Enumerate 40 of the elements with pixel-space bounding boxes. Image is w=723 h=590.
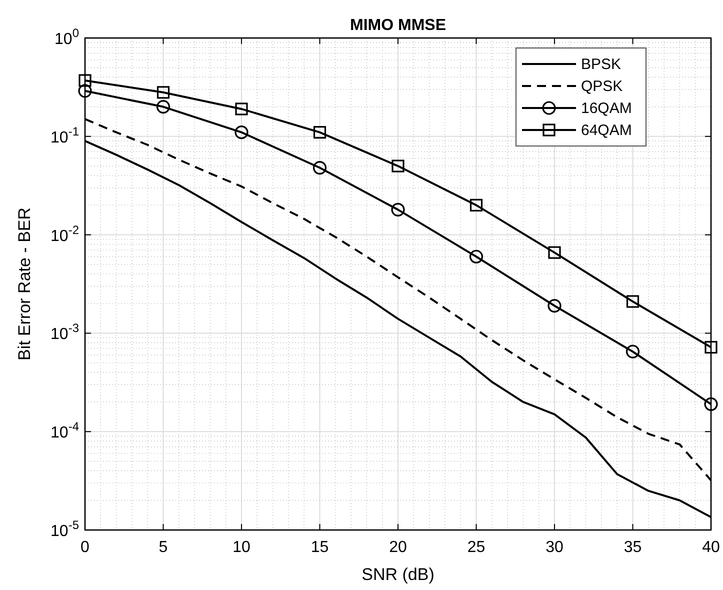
point	[704, 397, 718, 411]
y-tick-label: 10$^{-5}$	[50, 518, 80, 540]
point	[312, 160, 327, 175]
point	[78, 74, 92, 87]
point	[78, 84, 92, 98]
x-tick-label: 35	[624, 539, 642, 556]
y-tick-label: 10$^{-1}$	[50, 124, 80, 146]
y-tick-label: 10$^{0}$	[54, 26, 80, 48]
legend-label: 64QAM	[581, 122, 632, 139]
x-axis-title: SNR (dB)	[362, 565, 434, 584]
point	[156, 86, 170, 99]
legend-label: 16QAM	[581, 100, 632, 117]
y-tick-label: 10$^{-3}$	[50, 321, 80, 344]
chart-title: MIMO MMSE	[350, 17, 446, 34]
point	[626, 344, 640, 358]
point	[156, 100, 170, 114]
point	[313, 126, 326, 139]
x-tick-label: 0	[80, 539, 90, 556]
point	[391, 202, 405, 216]
x-tick-label: 25	[467, 539, 486, 556]
x-tick-label: 15	[310, 539, 329, 556]
x-tick-label: 10	[232, 539, 250, 556]
x-tick-label: 40	[702, 539, 720, 556]
point	[392, 160, 404, 172]
point	[548, 246, 561, 259]
point	[470, 198, 483, 212]
point	[626, 295, 640, 308]
point	[469, 250, 484, 264]
point	[234, 126, 248, 140]
point	[704, 340, 718, 354]
y-tick-label: 10$^{-2}$	[50, 222, 80, 245]
legend-label: QPSK	[581, 78, 623, 95]
y-axis-title: Bit Error Rate - BER	[15, 207, 34, 361]
point	[235, 102, 248, 116]
x-tick-label: 20	[389, 539, 407, 556]
x-tick-label: 5	[158, 539, 168, 556]
point	[548, 298, 562, 313]
x-tick-label: 30	[546, 539, 564, 556]
legend-label: BPSK	[581, 56, 622, 73]
y-tick-label: 10$^{-4}$	[50, 420, 80, 442]
